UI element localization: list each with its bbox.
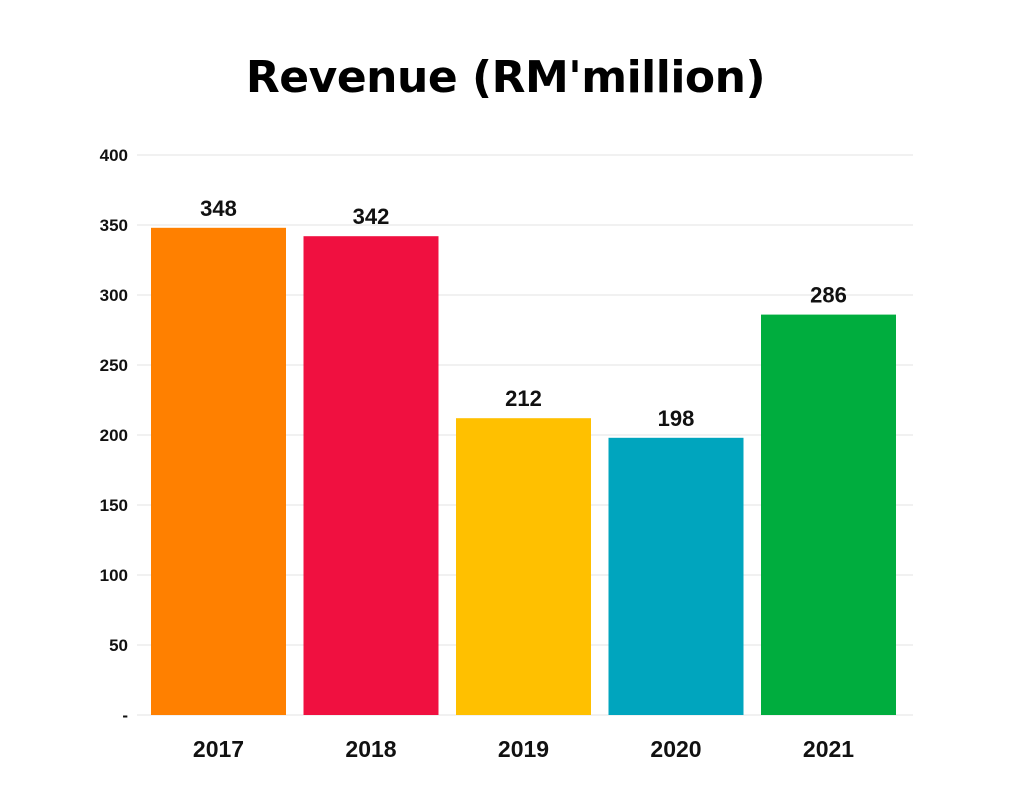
bar-2019 bbox=[456, 418, 591, 715]
bar-2017 bbox=[151, 227, 286, 716]
data-label-2019: 212 bbox=[505, 386, 542, 411]
x-category-label-2019: 2019 bbox=[498, 736, 549, 762]
bar-2018 bbox=[303, 236, 439, 715]
data-label-2021: 286 bbox=[810, 283, 847, 308]
y-tick-label: 300 bbox=[100, 286, 128, 305]
chart-title: Revenue (RM'million) bbox=[245, 52, 766, 103]
y-tick-label: 400 bbox=[100, 146, 128, 165]
bar-2020 bbox=[608, 437, 744, 715]
bars bbox=[151, 227, 896, 716]
x-axis-categories: 2017 2018 2019 2020 2021 bbox=[193, 736, 854, 762]
data-label-2018: 342 bbox=[353, 204, 390, 229]
y-tick-label: 150 bbox=[100, 496, 128, 515]
y-tick-label: 250 bbox=[100, 356, 128, 375]
data-label-2020: 198 bbox=[658, 406, 695, 431]
data-label-2017: 348 bbox=[200, 196, 237, 221]
y-tick-label: 100 bbox=[100, 566, 128, 585]
data-labels: 348 342 212 198 286 bbox=[200, 196, 847, 431]
y-axis-ticks: - 50 100 150 200 250 300 350 400 bbox=[100, 146, 128, 725]
x-category-label-2018: 2018 bbox=[345, 736, 396, 762]
y-tick-label: - bbox=[122, 706, 128, 725]
y-tick-label: 200 bbox=[100, 426, 128, 445]
y-tick-label: 50 bbox=[109, 636, 128, 655]
bar-2021 bbox=[761, 314, 896, 715]
x-category-label-2021: 2021 bbox=[803, 736, 854, 762]
x-category-label-2017: 2017 bbox=[193, 736, 244, 762]
y-tick-label: 350 bbox=[100, 216, 128, 235]
x-category-label-2020: 2020 bbox=[650, 736, 701, 762]
